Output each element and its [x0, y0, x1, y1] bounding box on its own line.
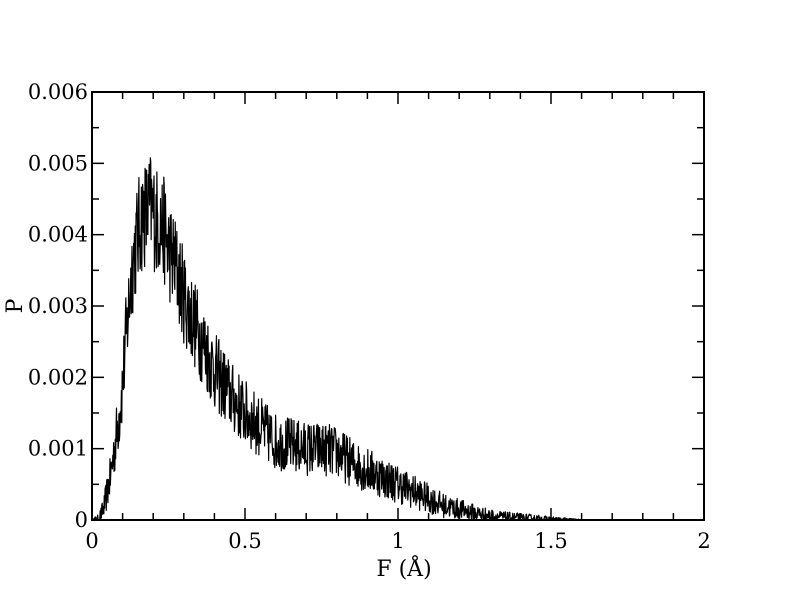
series-line	[91, 157, 582, 521]
y-tick-label: 0.001	[28, 437, 88, 461]
y-tick-label: 0	[75, 508, 88, 532]
tick-layer: 0 0.5 1 1.5 2 0 0.001 0.002 0.003 0.004 0.005 0.006	[28, 80, 711, 553]
y-tick-label: 0.005	[28, 151, 88, 175]
y-tick-label: 0.002	[28, 365, 88, 389]
x-tick-label: 0.5	[228, 529, 261, 553]
data-layer	[91, 157, 582, 521]
y-tick-label: 0.003	[28, 294, 88, 318]
x-tick-label: 0	[85, 529, 98, 553]
y-tick-label: 0.006	[28, 80, 88, 104]
x-axis-title: F (Å)	[376, 554, 431, 582]
x-tick-label: 2	[697, 529, 710, 553]
y-axis-title: P	[3, 298, 28, 313]
x-tick-label: 1	[391, 529, 404, 553]
y-tick-label: 0.004	[28, 223, 88, 247]
x-tick-label: 1.5	[534, 529, 567, 553]
